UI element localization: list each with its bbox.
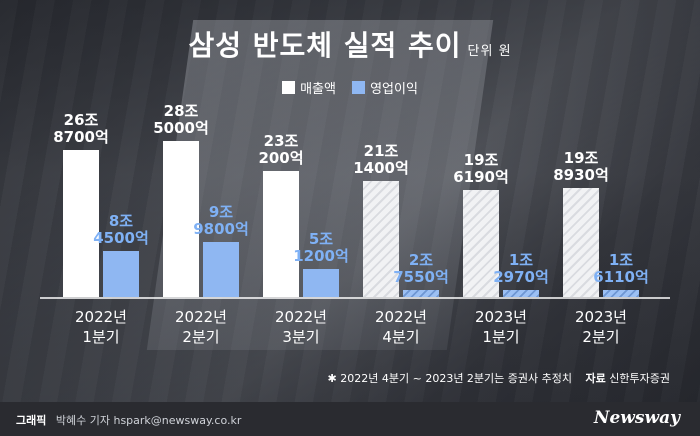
credit-text: 박혜수 기자 hspark@newsway.co.kr: [55, 414, 242, 427]
data-label-line: 19조: [563, 149, 599, 168]
x-tick-label-5: 2023년 1분기: [446, 307, 556, 347]
x-tick-label-line: 2022년: [75, 308, 127, 326]
legend-swatch-revenue: [282, 81, 296, 94]
x-tick-label-2: 2022년 2분기: [146, 307, 256, 347]
footer-bar: 그래픽 박혜수 기자 hspark@newsway.co.kr Newsway: [0, 402, 700, 436]
data-label-rev-2: 28조 5000억: [141, 103, 221, 137]
bar-rev-3: [263, 170, 299, 297]
legend-item-revenue: 매출액: [282, 78, 336, 97]
data-label-line: 1조: [508, 251, 534, 269]
data-label-line: 9800억: [193, 220, 249, 239]
data-label-line: 23조: [263, 131, 299, 150]
bar-op-4: [403, 290, 439, 297]
x-tick-label-4: 2022년 4분기: [346, 307, 456, 347]
data-label-line: 1200억: [293, 246, 349, 265]
bar-op-3: [303, 268, 339, 297]
data-label-rev-1: 26조 8700억: [41, 110, 121, 146]
data-label-line: 26조: [63, 110, 99, 129]
x-tick-label-3: 2022년 3분기: [246, 307, 356, 347]
bar-rev-4: [363, 181, 399, 297]
x-tick-label-line: 2022년: [375, 308, 427, 326]
data-label-rev-4: 21조 1400억: [341, 143, 421, 177]
data-label-op-4: 2조 7550억: [381, 252, 461, 286]
data-label-rev-6: 19조 8930억: [541, 150, 621, 184]
x-tick-label-1: 2022년 1분기: [46, 307, 156, 347]
credit: 그래픽 박혜수 기자 hspark@newsway.co.kr: [16, 412, 241, 428]
bar-rev-2: [163, 141, 199, 297]
data-label-line: 7550억: [393, 268, 449, 286]
bar-op-6: [603, 290, 639, 297]
data-label-line: 6110억: [593, 268, 649, 286]
data-label-op-1: 8조 4500억: [81, 211, 161, 247]
x-tick-label-line: 2022년: [275, 308, 327, 326]
data-label-line: 8930억: [553, 166, 609, 185]
data-label-line: 1400억: [353, 159, 409, 178]
data-label-op-5: 1조 2970억: [481, 252, 561, 286]
data-label-line: 28조: [163, 102, 199, 120]
bar-rev-6: [563, 188, 599, 297]
data-label-rev-5: 19조 6190억: [441, 150, 521, 186]
data-label-line: 5조: [308, 229, 334, 248]
data-label-op-2: 9조 9800억: [181, 204, 261, 238]
data-label-line: 8700억: [53, 127, 109, 146]
x-tick-label-line: 2분기: [182, 328, 220, 346]
legend: 매출액 영업이익: [0, 78, 700, 98]
x-tick-label-line: 1분기: [482, 328, 520, 346]
data-label-line: 21조: [363, 142, 399, 161]
data-label-line: 4500억: [93, 228, 149, 247]
newsway-logo: Newsway: [593, 408, 680, 428]
data-label-line: 1조: [608, 251, 634, 269]
data-label-line: 9조: [208, 203, 234, 222]
bar-rev-1: [63, 149, 99, 297]
note-text: 2022년 4분기 ~ 2023년 2분기는 증권사 추정치: [340, 372, 573, 385]
credit-label: 그래픽: [16, 414, 47, 427]
legend-label-revenue: 매출액: [300, 82, 336, 97]
bar-rev-5: [463, 189, 499, 297]
data-label-line: 8조: [108, 211, 134, 230]
note-bullet-icon: ✱: [327, 372, 337, 385]
chart-title: 삼성 반도체 실적 추이 단위 원: [0, 24, 700, 64]
bar-op-5: [503, 290, 539, 297]
data-label-op-3: 5조 1200억: [281, 229, 361, 265]
bar-op-2: [203, 242, 239, 297]
x-tick-label-line: 2023년: [575, 308, 627, 326]
legend-label-operating: 영업이익: [370, 82, 418, 97]
source-label: 자료: [585, 372, 606, 385]
source-text: 신한투자증권: [609, 372, 670, 385]
data-label-op-6: 1조 6110억: [581, 252, 661, 286]
legend-item-operating: 영업이익: [352, 78, 418, 97]
data-label-line: 5000억: [153, 119, 209, 137]
data-label-line: 6190억: [453, 167, 509, 186]
bar-op-1: [103, 250, 139, 297]
x-tick-label-line: 3분기: [282, 328, 320, 346]
x-axis-baseline: [40, 297, 670, 299]
data-label-line: 2조: [408, 251, 434, 269]
data-label-line: 2970억: [493, 268, 549, 286]
x-tick-label-line: 4분기: [382, 328, 420, 346]
data-label-line: 200억: [258, 148, 304, 167]
x-tick-label-line: 1분기: [82, 328, 120, 346]
x-tick-label-6: 2023년 2분기: [546, 307, 656, 347]
x-tick-label-line: 2023년: [475, 308, 527, 326]
data-label-line: 19조: [463, 150, 499, 169]
legend-swatch-operating: [352, 81, 366, 94]
title-text: 삼성 반도체 실적 추이: [188, 29, 462, 62]
x-tick-label-line: 2022년: [175, 308, 227, 326]
footnote: ✱ 2022년 4분기 ~ 2023년 2분기는 증권사 추정치 자료 신한투자…: [328, 370, 670, 386]
x-tick-label-line: 2분기: [582, 328, 620, 346]
data-label-rev-3: 23조 200억: [241, 131, 321, 167]
unit-label: 단위 원: [467, 44, 512, 59]
